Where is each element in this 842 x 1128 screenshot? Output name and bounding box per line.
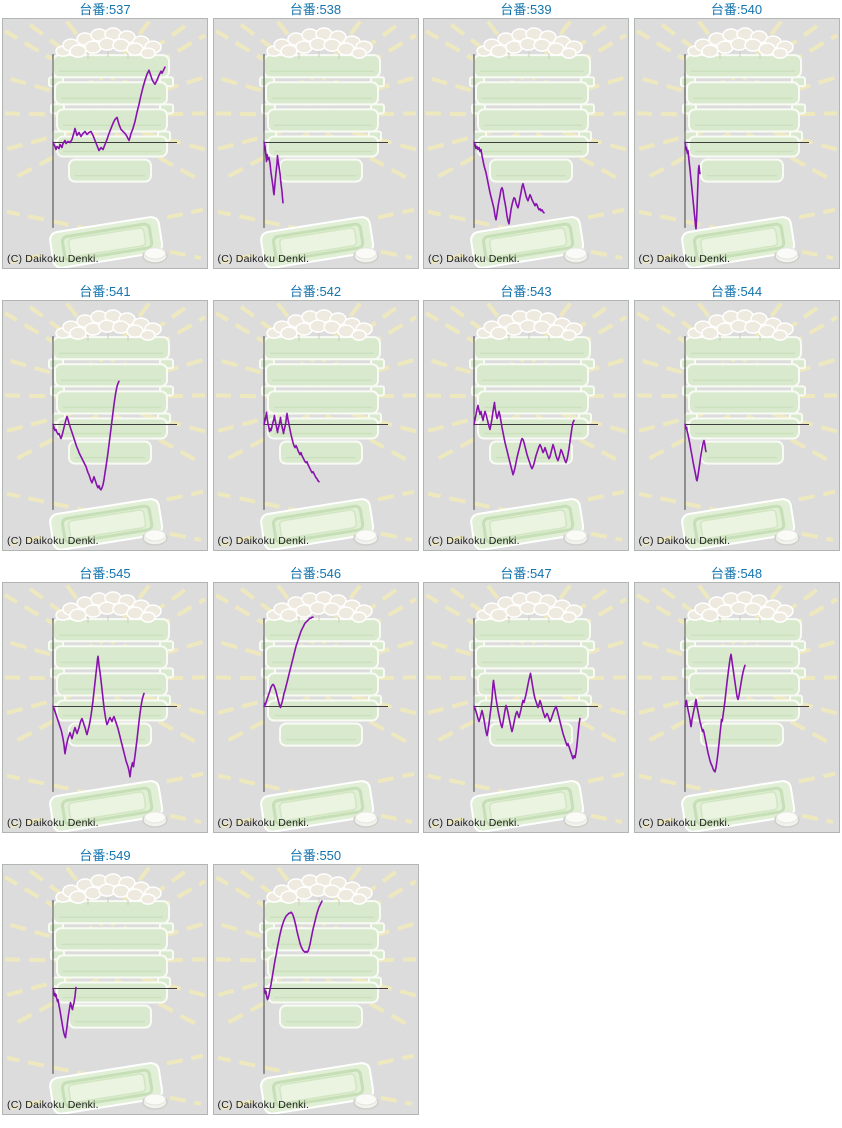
slump-graph-cell: (C) Daikoku Denki. (2, 864, 208, 1115)
copyright-text: (C) Daikoku Denki. (7, 535, 99, 547)
payout-line (53, 381, 119, 489)
machine-tile: 台番:547 (C) Daikoku Denki. (421, 564, 632, 833)
machine-tile: 台番:545 (C) Daikoku Denki. (0, 564, 211, 833)
machine-tile: 台番:537 (C) Daikoku Denki. (0, 0, 211, 269)
slump-graph-cell: (C) Daikoku Denki. (423, 300, 629, 551)
payout-line (685, 142, 700, 228)
machine-title-link[interactable]: 台番:542 (213, 284, 419, 299)
slump-graph-cell: (C) Daikoku Denki. (423, 582, 629, 833)
machine-title-link[interactable]: 台番:545 (2, 566, 208, 581)
slump-graph (214, 865, 418, 1114)
machine-tile: 台番:550 (C) Daikoku Denki. (211, 846, 422, 1115)
slump-graph-cell: (C) Daikoku Denki. (213, 864, 419, 1115)
slump-graph-cell: (C) Daikoku Denki. (213, 582, 419, 833)
machine-tile: 台番:546 (C) Daikoku Denki. (211, 564, 422, 833)
slump-graph-cell: (C) Daikoku Denki. (634, 582, 840, 833)
slump-graph (3, 583, 207, 832)
slump-graph-cell: (C) Daikoku Denki. (634, 18, 840, 269)
machine-title-link[interactable]: 台番:543 (423, 284, 629, 299)
machine-title-link[interactable]: 台番:548 (634, 566, 840, 581)
slump-graph-cell: (C) Daikoku Denki. (213, 300, 419, 551)
machine-title-link[interactable]: 台番:541 (2, 284, 208, 299)
payout-line (53, 987, 76, 1037)
slump-graph (214, 583, 418, 832)
machine-title-link[interactable]: 台番:537 (2, 2, 208, 17)
copyright-text: (C) Daikoku Denki. (218, 253, 310, 265)
copyright-text: (C) Daikoku Denki. (639, 817, 731, 829)
payout-line (474, 673, 580, 758)
machine-title-link[interactable]: 台番:538 (213, 2, 419, 17)
copyright-text: (C) Daikoku Denki. (639, 253, 731, 265)
slump-graph (635, 19, 839, 268)
machine-tile: 台番:544 (C) Daikoku Denki. (632, 282, 842, 551)
machine-title-link[interactable]: 台番:549 (2, 848, 208, 863)
copyright-text: (C) Daikoku Denki. (639, 535, 731, 547)
payout-line (474, 142, 544, 223)
copyright-text: (C) Daikoku Denki. (7, 1099, 99, 1111)
copyright-text: (C) Daikoku Denki. (7, 253, 99, 265)
copyright-text: (C) Daikoku Denki. (7, 817, 99, 829)
machine-title-link[interactable]: 台番:544 (634, 284, 840, 299)
payout-line (685, 424, 706, 480)
machine-title-link[interactable]: 台番:550 (213, 848, 419, 863)
slump-graph (635, 583, 839, 832)
payout-line (264, 617, 313, 707)
slump-graph-cell: (C) Daikoku Denki. (2, 300, 208, 551)
copyright-text: (C) Daikoku Denki. (428, 253, 520, 265)
machine-tile: 台番:541 (C) Daikoku Denki. (0, 282, 211, 551)
slump-graph (214, 19, 418, 268)
machine-tile: 台番:543 (C) Daikoku Denki. (421, 282, 632, 551)
slump-graph (635, 301, 839, 550)
machine-tile: 台番:549 (C) Daikoku Denki. (0, 846, 211, 1115)
machine-tile: 台番:542 (C) Daikoku Denki. (211, 282, 422, 551)
slump-graph (3, 19, 207, 268)
copyright-text: (C) Daikoku Denki. (218, 817, 310, 829)
slump-graph-cell: (C) Daikoku Denki. (213, 18, 419, 269)
payout-line (53, 67, 165, 150)
slump-graph (214, 301, 418, 550)
machine-title-link[interactable]: 台番:540 (634, 2, 840, 17)
payout-line (474, 402, 574, 474)
payout-line (685, 654, 745, 771)
machine-title-link[interactable]: 台番:547 (423, 566, 629, 581)
payout-line (264, 412, 319, 481)
slump-graph (3, 865, 207, 1114)
machine-tile: 台番:548 (C) Daikoku Denki. (632, 564, 842, 833)
slump-graph-cell: (C) Daikoku Denki. (2, 18, 208, 269)
machine-title-link[interactable]: 台番:539 (423, 2, 629, 17)
copyright-text: (C) Daikoku Denki. (428, 817, 520, 829)
machine-tile: 台番:538 (C) Daikoku Denki. (211, 0, 422, 269)
payout-line (53, 656, 144, 776)
slump-graph-cell: (C) Daikoku Denki. (2, 582, 208, 833)
machine-tile: 台番:539 (C) Daikoku Denki. (421, 0, 632, 269)
machine-title-link[interactable]: 台番:546 (213, 566, 419, 581)
payout-line (264, 142, 283, 202)
copyright-text: (C) Daikoku Denki. (218, 1099, 310, 1111)
copyright-text: (C) Daikoku Denki. (218, 535, 310, 547)
payout-line (264, 901, 322, 999)
copyright-text: (C) Daikoku Denki. (428, 535, 520, 547)
slump-graph-cell: (C) Daikoku Denki. (634, 300, 840, 551)
slump-graph (424, 19, 628, 268)
slump-graph (424, 301, 628, 550)
machine-tile: 台番:540 (C) Daikoku Denki. (632, 0, 842, 269)
slump-graph (424, 583, 628, 832)
slump-graph-cell: (C) Daikoku Denki. (423, 18, 629, 269)
slump-graph (3, 301, 207, 550)
